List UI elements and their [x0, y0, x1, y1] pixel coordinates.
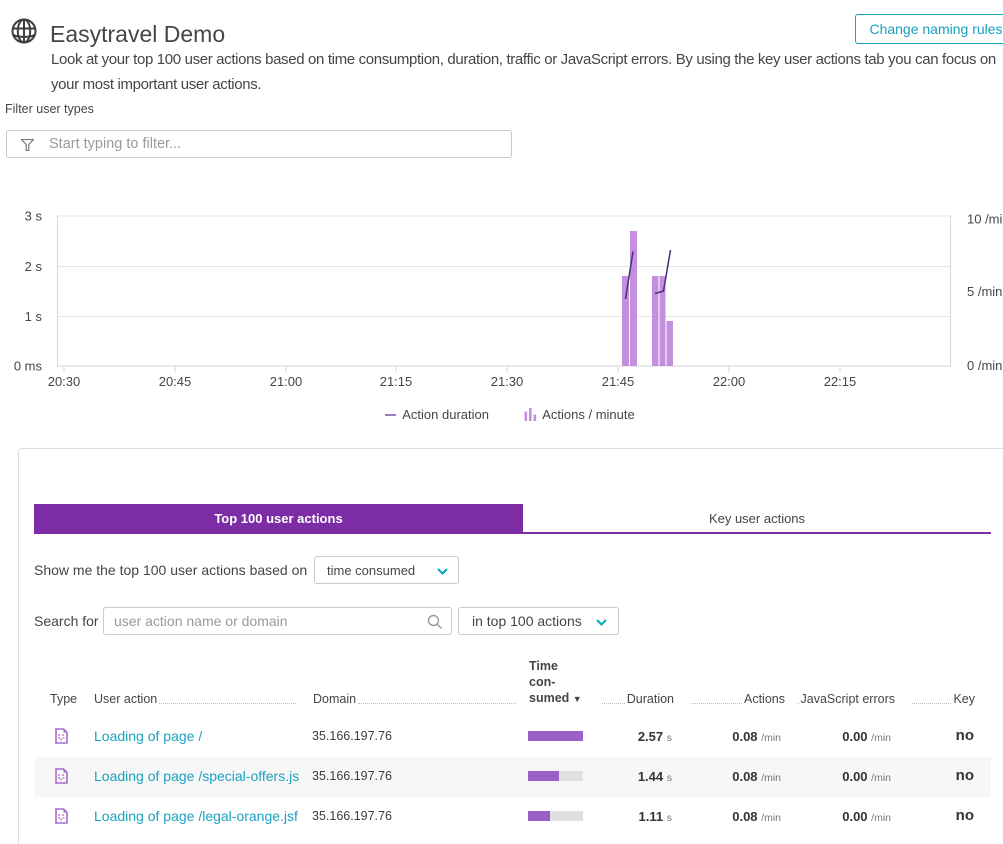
svg-text:10 /min: 10 /min: [967, 212, 1003, 227]
svg-text:20:30: 20:30: [48, 374, 81, 389]
svg-text:1 s: 1 s: [25, 309, 43, 324]
svg-text:3 s: 3 s: [25, 209, 43, 224]
svg-text:20:45: 20:45: [159, 374, 192, 389]
svg-text:21:45: 21:45: [602, 374, 635, 389]
svg-text:21:30: 21:30: [491, 374, 524, 389]
svg-text:22:15: 22:15: [824, 374, 857, 389]
svg-text:0 ms: 0 ms: [14, 359, 43, 374]
svg-text:2 s: 2 s: [25, 259, 43, 274]
svg-text:21:15: 21:15: [380, 374, 413, 389]
svg-text:22:00: 22:00: [713, 374, 746, 389]
svg-text:21:00: 21:00: [270, 374, 303, 389]
svg-text:0 /min: 0 /min: [967, 358, 1002, 373]
svg-text:5 /min: 5 /min: [967, 284, 1002, 299]
